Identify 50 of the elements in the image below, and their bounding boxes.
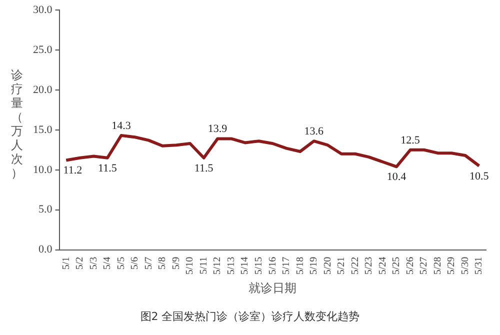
x-tick-label: 5/17: [281, 256, 292, 275]
y-tick-label: 0.0: [38, 244, 53, 256]
y-tick-label: 30.0: [33, 4, 53, 16]
x-tick-label: 5/19: [308, 256, 320, 275]
x-tick-label: 5/25: [391, 256, 402, 275]
data-label: 13.6: [304, 125, 324, 138]
x-tick-label: 5/21: [336, 256, 348, 275]
y-tick-label: 10.0: [33, 164, 53, 176]
y-tick-label: 15.0: [33, 124, 53, 136]
y-tick-label: 20.0: [33, 84, 53, 96]
x-tick-label: 5/15: [253, 256, 264, 275]
x-axis-title: 就诊日期: [248, 280, 297, 295]
x-tick-label: 5/26: [404, 256, 416, 275]
x-tick-label: 5/14: [240, 256, 251, 275]
data-label: 11.2: [63, 164, 82, 177]
x-tick-label: 5/27: [418, 256, 430, 275]
x-tick-label: 5/7: [143, 256, 154, 270]
x-tick-label: 5/3: [88, 256, 100, 270]
x-tick-label: 5/16: [267, 256, 278, 275]
x-tick-label: 5/29: [446, 256, 458, 275]
x-tick-label: 5/6: [130, 256, 141, 270]
x-tick-label: 5/10: [184, 256, 196, 275]
data-label: 12.5: [400, 134, 420, 146]
data-label: 14.3: [112, 120, 132, 132]
x-tick-label: 5/24: [377, 256, 388, 275]
caption: 图2 全国发热门诊（诊室）诊疗人数变化趋势: [139, 309, 361, 324]
x-tick-label: 5/31: [474, 256, 485, 275]
data-label: 11.5: [194, 162, 214, 174]
x-tick-label: 5/30: [460, 256, 471, 275]
x-tick-label: 5/13: [226, 256, 237, 275]
x-tick-label: 5/8: [157, 256, 168, 270]
y-tick-label: 5.0: [38, 204, 53, 216]
y-axis-title: 诊疗量（万人次）: [10, 68, 24, 180]
x-tick-label: 5/4: [102, 256, 114, 270]
x-tick-label: 5/11: [198, 256, 210, 274]
x-tick-label: 5/18: [294, 256, 306, 275]
data-label: 13.9: [208, 123, 228, 136]
x-tick-label: 5/20: [322, 256, 334, 275]
data-label: 10.5: [469, 170, 490, 182]
x-tick-label: 5/22: [350, 256, 361, 275]
x-tick-label: 5/2: [74, 256, 86, 270]
x-tick-label: 5/12: [212, 256, 224, 275]
x-tick-label: 5/28: [432, 256, 444, 275]
x-tick-label: 5/1: [60, 256, 72, 270]
data-label: 10.4: [386, 171, 407, 184]
x-tick-label: 5/5: [116, 256, 127, 270]
x-tick-label: 5/23: [364, 256, 375, 275]
data-label: 11.5: [98, 162, 118, 174]
y-tick-label: 25.0: [33, 44, 53, 56]
x-tick-label: 5/9: [170, 256, 182, 270]
